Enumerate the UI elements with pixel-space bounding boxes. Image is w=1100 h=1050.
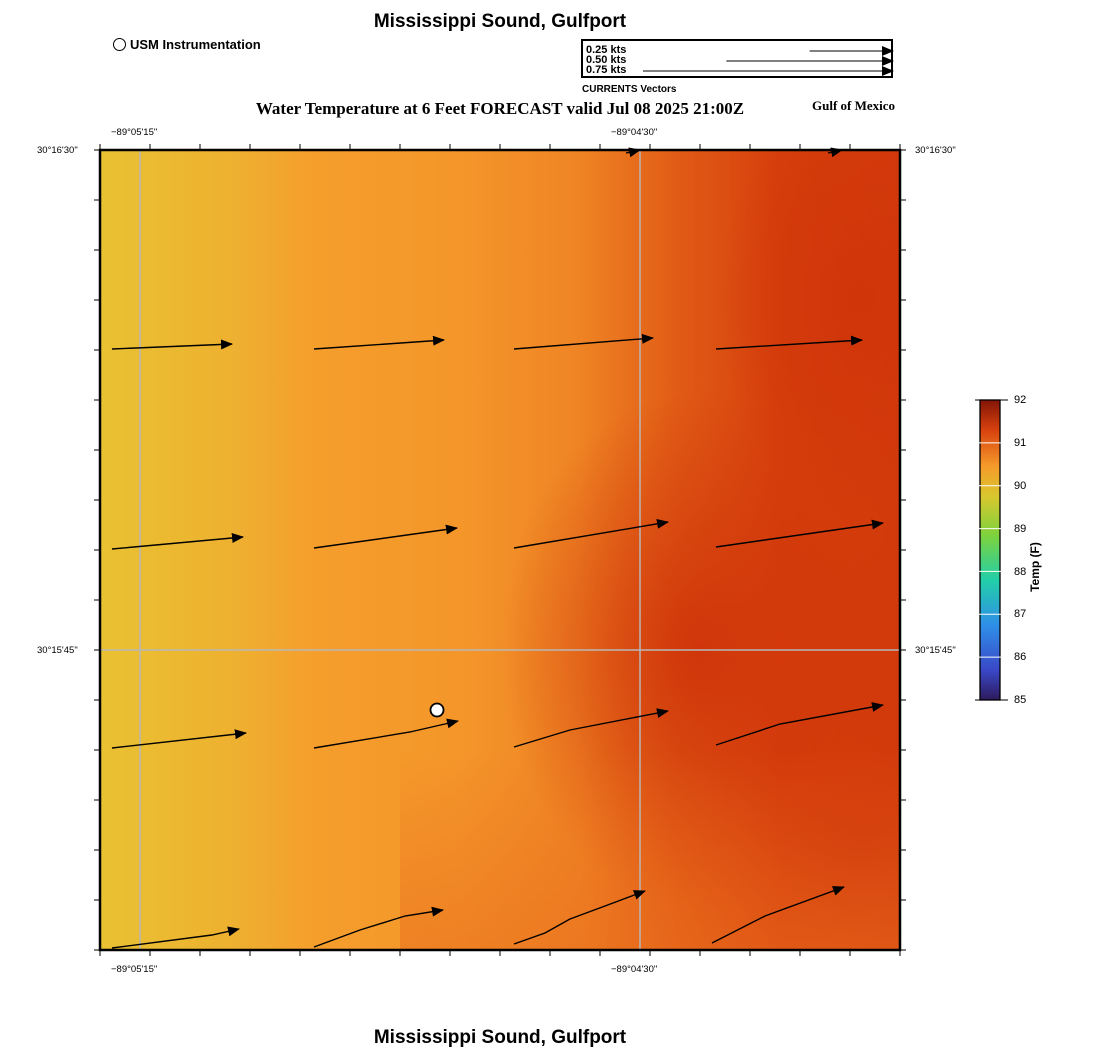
current-vector-arrow	[715, 335, 863, 350]
instrument-legend-label: USM Instrumentation	[130, 37, 261, 52]
colorbar-tick-88: 88	[1014, 566, 1027, 578]
colorbar	[979, 399, 1001, 701]
lon-label-top-2: −89°04'30"	[611, 127, 658, 138]
current-vector-arrow	[827, 147, 843, 158]
colorbar-tick-89: 89	[1014, 523, 1027, 535]
usm-station-marker[interactable]	[429, 702, 445, 718]
vector-legend-label-2: 0.50 kts	[586, 54, 627, 66]
colorbar-tick-87: 87	[1014, 608, 1027, 620]
lon-label-bottom-2: −89°04'30"	[611, 964, 658, 975]
current-vector-arrow	[313, 335, 445, 350]
current-vector-arrow	[625, 147, 641, 158]
colorbar-title: Temp (F)	[1028, 542, 1042, 592]
current-vector-arrow	[513, 333, 654, 350]
vector-legend-label-1: 0.25 kts	[586, 44, 627, 56]
current-vector-arrow	[111, 729, 247, 749]
lat-label-right-2: 30°15'45"	[915, 645, 956, 656]
current-vector-arrow	[111, 339, 233, 350]
current-vector-arrow	[513, 890, 646, 945]
current-vector-arrow	[715, 519, 884, 548]
current-vector-arrow	[711, 886, 845, 944]
vector-legend-label-3: 0.75 kts	[586, 64, 627, 76]
current-vector-arrow	[111, 533, 244, 550]
current-vector-arrow	[313, 718, 459, 749]
colorbar-tick-90: 90	[1014, 480, 1027, 492]
current-vector-arrow	[313, 906, 444, 948]
lat-label-left-2: 30°15'45"	[37, 645, 78, 656]
graticule	[100, 150, 900, 950]
lon-label-bottom-1: −89°05'15"	[111, 964, 158, 975]
map-footer-title: Mississippi Sound, Gulfport	[373, 1027, 627, 1048]
current-vector-arrow	[513, 708, 669, 748]
current-vector-arrow	[715, 702, 884, 746]
region-label: Gulf of Mexico	[812, 98, 896, 113]
lat-label-right-1: 30°16'30"	[915, 145, 956, 156]
instrument-legend: USM Instrumentation	[113, 37, 261, 52]
vector-legend-caption: CURRENTS Vectors	[582, 84, 677, 95]
colorbar-tick-92: 92	[1014, 394, 1027, 406]
current-vectors	[111, 147, 884, 949]
lon-label-top-1: −89°05'15"	[111, 127, 158, 138]
colorbar-tick-85: 85	[1014, 694, 1027, 706]
circle-marker-icon	[113, 38, 126, 51]
current-vector-arrow	[513, 518, 669, 549]
temperature-field	[100, 150, 900, 950]
current-vector-arrow	[313, 524, 458, 549]
colorbar-tick-86: 86	[1014, 651, 1027, 663]
current-vector-arrow	[111, 926, 240, 949]
colorbar-tick-91: 91	[1014, 437, 1027, 449]
lat-label-left-1: 30°16'30"	[37, 145, 78, 156]
vector-legend: 0.25 kts 0.50 kts 0.75 kts	[581, 39, 894, 78]
map-subtitle: Water Temperature at 6 Feet FORECAST val…	[255, 99, 745, 118]
map-title: Mississippi Sound, Gulfport	[373, 11, 627, 32]
vector-legend-arrows	[643, 46, 894, 76]
